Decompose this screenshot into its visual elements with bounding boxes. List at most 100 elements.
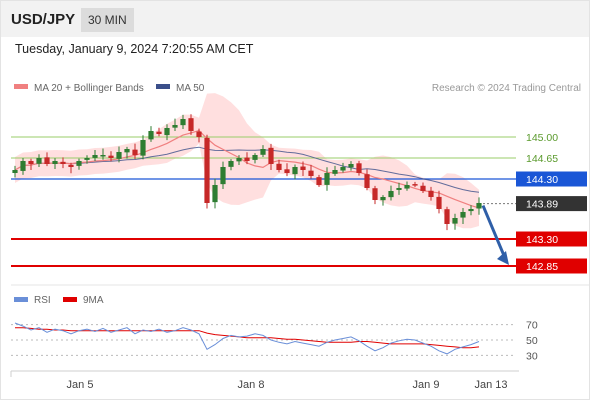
candle-body bbox=[228, 161, 234, 167]
candle-body bbox=[116, 152, 122, 159]
candles bbox=[12, 114, 482, 231]
ma50-line bbox=[14, 146, 480, 193]
candle-body bbox=[396, 188, 402, 190]
candle-body bbox=[404, 185, 410, 189]
x-tick-label: Jan 5 bbox=[67, 379, 94, 391]
credit-text: Research © 2024 Trading Central bbox=[432, 83, 581, 94]
ma50-legend-swatch bbox=[156, 84, 170, 89]
forecast-arrow bbox=[481, 205, 509, 265]
candle-body bbox=[100, 155, 106, 157]
rsi-panel: 70 50 30 bbox=[11, 320, 538, 363]
level-label-red: 143.30 bbox=[526, 234, 558, 246]
candle-body bbox=[276, 163, 282, 170]
candle-body bbox=[180, 119, 186, 126]
ma20-legend-swatch bbox=[14, 84, 28, 89]
current-price-label: 143.89 bbox=[526, 199, 558, 211]
timeframe-badge[interactable]: 30 MIN bbox=[81, 8, 134, 32]
rsi-tick-label: 70 bbox=[526, 320, 538, 332]
candle-body bbox=[44, 157, 50, 164]
level-tag-red bbox=[516, 231, 587, 247]
level-tag-blue bbox=[516, 171, 587, 187]
candle-body bbox=[332, 170, 338, 174]
candle-body bbox=[244, 157, 250, 161]
candle-body bbox=[260, 149, 266, 155]
candle-body bbox=[388, 191, 394, 198]
candle-body bbox=[140, 140, 146, 156]
candle-body bbox=[124, 149, 130, 153]
price-panel: 145.00 144.65 144.30 143.89 143.30 142.85 bbox=[11, 93, 587, 274]
candle-body bbox=[60, 161, 66, 164]
forecast-arrow-shaft bbox=[481, 205, 507, 259]
candle-body bbox=[380, 197, 386, 201]
candle-body bbox=[356, 163, 362, 173]
main-legend: MA 20 + Bollinger Bands MA 50 Research ©… bbox=[14, 83, 581, 94]
rsi-ma-line bbox=[15, 327, 480, 349]
candle-body bbox=[148, 131, 154, 140]
timestamp: Tuesday, January 9, 2024 7:20:55 AM CET bbox=[15, 42, 254, 56]
x-tick-label: Jan 13 bbox=[474, 379, 507, 391]
candle-body bbox=[156, 131, 162, 134]
x-tick-label: Jan 8 bbox=[238, 379, 265, 391]
candle-body bbox=[20, 161, 26, 171]
candle-body bbox=[84, 158, 90, 160]
candle-body bbox=[452, 218, 458, 224]
candle-body bbox=[372, 188, 378, 200]
level-label-green: 144.65 bbox=[526, 153, 558, 165]
candle-body bbox=[236, 158, 242, 162]
candle-body bbox=[364, 174, 370, 188]
rsi-tick-label: 50 bbox=[526, 335, 538, 347]
rsi-line bbox=[14, 322, 480, 355]
level-label-blue: 144.30 bbox=[526, 174, 558, 186]
current-price-tag bbox=[516, 196, 587, 212]
rsi-ma-legend-swatch bbox=[63, 297, 77, 302]
candle-body bbox=[468, 209, 474, 212]
level-label-red: 142.85 bbox=[526, 261, 558, 273]
level-tag-red bbox=[516, 258, 587, 274]
candle-body bbox=[476, 203, 482, 209]
candle-body bbox=[324, 173, 330, 185]
candle-body bbox=[164, 128, 170, 136]
candle-body bbox=[300, 166, 306, 170]
candle-body bbox=[220, 167, 226, 185]
header-bar: USD/JPY 30 MIN bbox=[1, 1, 589, 37]
candle-body bbox=[76, 161, 82, 166]
x-tick-label: Jan 9 bbox=[413, 379, 440, 391]
candle-body bbox=[420, 185, 426, 191]
level-labels: 145.00 144.65 144.30 143.89 143.30 142.85 bbox=[516, 132, 587, 274]
candle-body bbox=[36, 158, 42, 164]
candle-body bbox=[52, 161, 58, 165]
candle-body bbox=[204, 137, 210, 203]
candle-body bbox=[436, 196, 442, 209]
rsi-tick-label: 30 bbox=[526, 350, 538, 362]
candle-body bbox=[108, 155, 114, 158]
candle-body bbox=[132, 149, 138, 155]
candle-body bbox=[196, 131, 202, 137]
candle-body bbox=[284, 169, 290, 173]
x-tick-labels: Jan 5 Jan 8 Jan 9 Jan 13 bbox=[67, 379, 508, 391]
candle-body bbox=[92, 155, 98, 158]
forecast-arrow-head bbox=[497, 251, 509, 265]
candle-body bbox=[308, 170, 314, 176]
candle-body bbox=[172, 125, 178, 128]
rsi-legend-label: RSI bbox=[34, 295, 51, 306]
candle-body bbox=[188, 118, 194, 131]
x-axis: Jan 5 Jan 8 Jan 9 Jan 13 bbox=[10, 370, 519, 391]
ma20-legend-label: MA 20 + Bollinger Bands bbox=[34, 83, 144, 94]
candle-body bbox=[428, 190, 434, 197]
rsi-tick-labels: 70 50 30 bbox=[526, 320, 538, 363]
candle-body bbox=[292, 167, 298, 175]
candle-body bbox=[28, 160, 34, 164]
ma50-legend-label: MA 50 bbox=[176, 83, 205, 94]
candle-body bbox=[460, 212, 466, 218]
candle-body bbox=[212, 185, 218, 203]
level-label-green: 145.00 bbox=[526, 132, 558, 144]
rsi-legend: RSI 9MA bbox=[14, 295, 104, 306]
rsi-ma-legend-label: 9MA bbox=[83, 295, 104, 306]
candle-body bbox=[252, 155, 258, 160]
rsi-legend-swatch bbox=[14, 297, 28, 302]
candle-body bbox=[268, 147, 274, 164]
candle-body bbox=[68, 164, 74, 167]
candle-body bbox=[12, 170, 18, 173]
